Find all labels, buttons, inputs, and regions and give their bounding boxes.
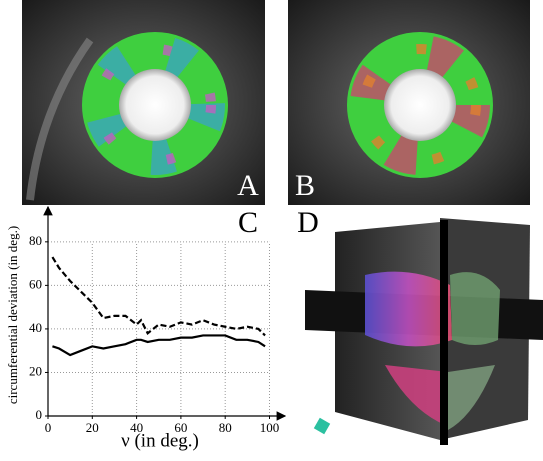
data-line [51, 256, 266, 337]
x-tick-label: 0 [45, 420, 52, 435]
chart: 0 20 40 60 80 0 20 40 60 80 100 [29, 205, 287, 435]
y-tick-label: 60 [29, 276, 42, 291]
panel-label: C [238, 206, 258, 239]
panel-a-image [22, 0, 265, 205]
y-axis-label: circumferential deviation (in deg.) [5, 226, 20, 404]
data-line [52, 334, 266, 357]
panel-d-render [305, 218, 543, 445]
y-tick-label: 20 [29, 363, 42, 378]
panel-label: B [295, 169, 315, 202]
y-tick-label: 80 [29, 233, 42, 248]
x-tick-label: 20 [86, 420, 99, 435]
panel-b-image [288, 0, 530, 205]
x-tick-label: 100 [260, 420, 280, 435]
y-tick-label: 40 [29, 320, 42, 335]
panel-label: D [297, 206, 319, 239]
y-tick-label: 0 [36, 407, 43, 422]
x-axis-label: ν (in deg.) [121, 430, 199, 451]
x-tick-label: 60 [174, 420, 187, 435]
x-tick-label: 40 [130, 420, 143, 435]
panel-label: A [237, 169, 259, 202]
x-tick-label: 80 [219, 420, 232, 435]
